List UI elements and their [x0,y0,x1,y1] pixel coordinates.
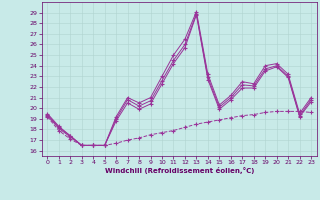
X-axis label: Windchill (Refroidissement éolien,°C): Windchill (Refroidissement éolien,°C) [105,167,254,174]
